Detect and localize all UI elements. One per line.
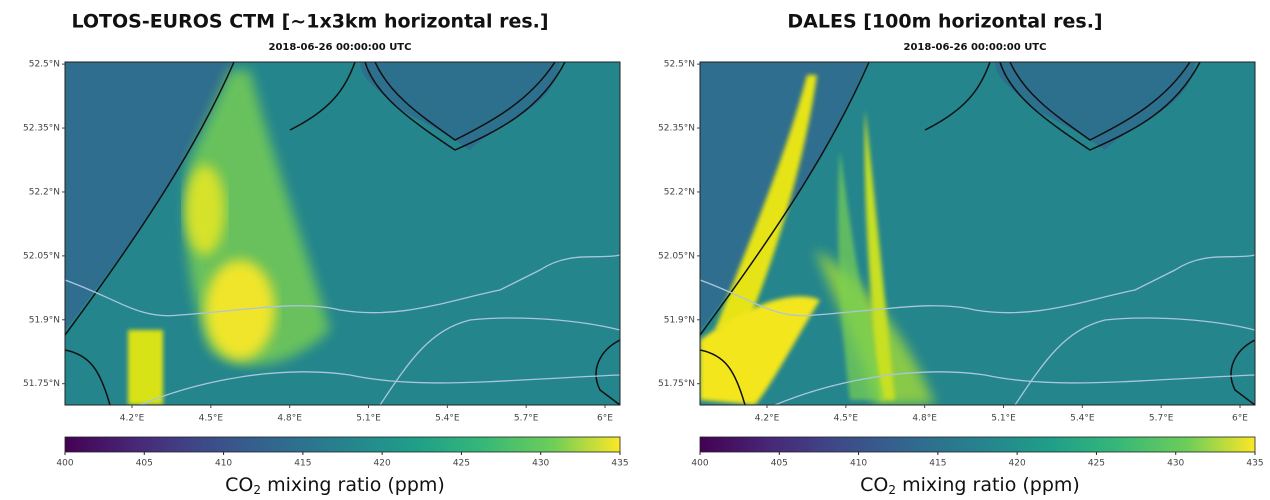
lake: [995, 62, 1195, 150]
plume-core: [185, 165, 225, 255]
colorbar-label: CO2 mixing ratio (ppm): [860, 474, 1080, 497]
coastline: [289, 62, 566, 151]
colorbar: [699, 436, 1256, 453]
panel-title: LOTOS-EUROS CTM [~1x3km horizontal res.]: [71, 11, 548, 33]
lon-tick-label: 5.7°E: [514, 414, 539, 424]
lat-tick-label: 52.35°N: [23, 124, 60, 134]
colorbar-tick-label: 420: [1009, 459, 1026, 469]
lat-tick-label: 52.2°N: [664, 187, 695, 197]
label-subscript: 2: [888, 483, 896, 497]
border: [700, 254, 1255, 405]
lon-tick-label: 5.4°E: [435, 414, 460, 424]
colorbar-tick-label: 420: [374, 459, 391, 469]
colorbar-tick-label: 400: [691, 459, 708, 469]
lon-tick-label: 5.4°E: [1070, 414, 1095, 424]
colorbar-tick-label: 430: [532, 459, 549, 469]
colorbar: [64, 436, 621, 453]
colorbar-label: CO2 mixing ratio (ppm): [225, 474, 445, 497]
colorbar-tick-label: 400: [56, 459, 73, 469]
colorbar-tick-label: 415: [929, 459, 946, 469]
lat-tick-label: 52.5°N: [664, 60, 695, 70]
map-frame: [699, 61, 1256, 406]
coastline: [700, 339, 1255, 405]
sea: [65, 62, 232, 330]
lon-tick-label: 6°E: [1232, 414, 1248, 424]
plume: [700, 296, 820, 405]
colorbar-tick-label: 425: [1088, 459, 1105, 469]
label-main: CO: [860, 474, 888, 496]
lat-tick-label: 52.5°N: [29, 60, 60, 70]
lon-tick-label: 6°E: [597, 414, 613, 424]
map-panel: LOTOS-EUROS CTM [~1x3km horizontal res.]…: [23, 11, 629, 497]
colorbar-tick-label: 435: [611, 459, 628, 469]
border: [65, 254, 620, 405]
label-rest: mixing ratio (ppm): [896, 474, 1080, 496]
lat-tick-label: 51.9°N: [29, 315, 60, 325]
map-frame: [64, 61, 621, 406]
lat-tick-label: 52.2°N: [29, 187, 60, 197]
lon-tick-label: 4.8°E: [912, 414, 937, 424]
coastline: [65, 339, 620, 405]
panel-subtitle: 2018-06-26 00:00:00 UTC: [904, 42, 1047, 53]
colorbar-tick-label: 410: [850, 459, 867, 469]
plume: [715, 75, 817, 330]
field: [65, 62, 620, 405]
label-main: CO: [225, 474, 253, 496]
lon-tick-label: 4.8°E: [277, 414, 302, 424]
lat-tick-label: 51.75°N: [23, 379, 60, 389]
colorbar-tick-label: 405: [771, 459, 788, 469]
field: [700, 62, 1255, 405]
lon-tick-label: 4.5°E: [199, 414, 224, 424]
lon-tick-label: 5.7°E: [1149, 414, 1174, 424]
colorbar-tick-label: 410: [215, 459, 232, 469]
lat-tick-label: 52.05°N: [23, 251, 60, 261]
lat-tick-label: 52.05°N: [658, 251, 695, 261]
lat-tick-label: 52.35°N: [658, 124, 695, 134]
plume: [864, 110, 895, 400]
lat-tick-label: 51.75°N: [658, 379, 695, 389]
panel-title: DALES [100m horizontal res.]: [787, 11, 1102, 33]
colorbar-tick-label: 415: [294, 459, 311, 469]
colorbar-tick-label: 430: [1167, 459, 1184, 469]
colorbar-tick-label: 405: [136, 459, 153, 469]
label-subscript: 2: [253, 483, 261, 497]
plume-core: [128, 330, 163, 405]
panel-subtitle: 2018-06-26 00:00:00 UTC: [269, 42, 412, 53]
lon-tick-label: 5.1°E: [356, 414, 381, 424]
colorbar-tick-label: 425: [453, 459, 470, 469]
plume: [838, 150, 885, 400]
colorbar-tick-label: 435: [1246, 459, 1263, 469]
lon-tick-label: 4.2°E: [120, 414, 145, 424]
lake: [360, 62, 560, 150]
label-rest: mixing ratio (ppm): [261, 474, 445, 496]
lon-tick-label: 5.1°E: [991, 414, 1016, 424]
map-panel: DALES [100m horizontal res.] 2018-06-26 0…: [658, 11, 1264, 497]
lon-tick-label: 4.2°E: [755, 414, 780, 424]
lat-tick-label: 51.9°N: [664, 315, 695, 325]
coastline: [924, 62, 1201, 151]
lon-tick-label: 4.5°E: [834, 414, 859, 424]
